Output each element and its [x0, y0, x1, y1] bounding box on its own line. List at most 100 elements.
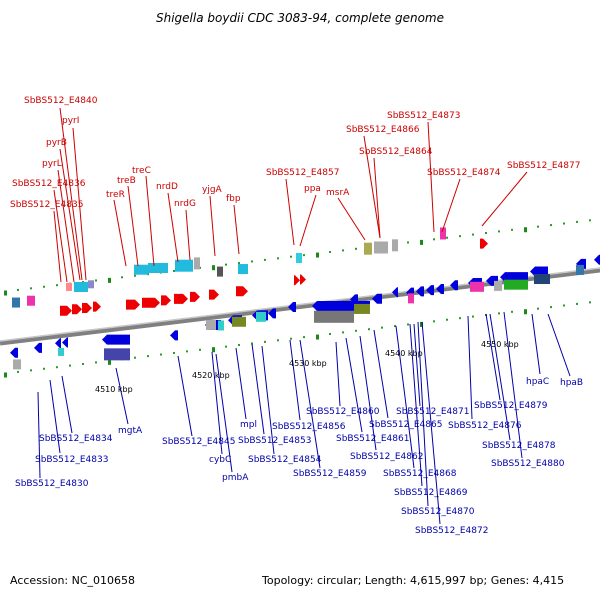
gene-arrow-forward	[174, 293, 188, 304]
gene-label-bottom: SbBS512_E4833	[35, 455, 108, 465]
track-dot	[199, 348, 201, 351]
track-dot	[303, 254, 305, 257]
track-dot	[433, 320, 435, 323]
track-dot	[290, 255, 292, 258]
gene-features	[10, 227, 600, 370]
track-dot	[108, 359, 111, 365]
gene-label-top: SbBS512_E4840	[24, 96, 98, 106]
gene-arrow-reverse	[62, 337, 68, 348]
gene-label-bottom: SbBS512_E4854	[248, 455, 322, 465]
scale-label-4550: 4550 kbp	[481, 340, 519, 349]
track-dot	[420, 321, 423, 327]
gene-arrow-reverse	[594, 254, 600, 265]
track-dot	[355, 247, 357, 250]
gene-arrow-reverse	[102, 334, 130, 345]
leader-line	[363, 135, 381, 239]
leader-line	[503, 311, 523, 459]
gene-box	[576, 264, 584, 275]
gene-box	[175, 259, 193, 272]
gene-arrow-forward	[480, 238, 488, 249]
gene-arrow-forward	[60, 305, 72, 316]
leader-line	[49, 379, 61, 454]
track-dot	[498, 312, 500, 315]
leader-line	[235, 347, 247, 420]
gene-label-bottom: SbBS512_E4862	[350, 452, 423, 462]
gene-label-bottom: SbBS512_E4861	[336, 434, 409, 444]
gene-box	[392, 239, 398, 252]
track-dot	[563, 304, 565, 307]
track-dot	[550, 306, 552, 309]
leader-line	[127, 185, 139, 267]
gene-box	[314, 310, 354, 323]
leader-line	[335, 341, 341, 407]
gene-box	[440, 227, 446, 240]
track-dot	[290, 337, 292, 340]
gene-label-top: treC	[132, 166, 151, 176]
gene-label-bottom: SbBS512_E4869	[394, 488, 468, 498]
track-dot	[355, 329, 357, 332]
gene-label-bottom: hpaC	[526, 377, 549, 387]
gene-box	[534, 274, 550, 285]
gene-arrow-reverse	[34, 342, 42, 353]
leader-line	[57, 169, 75, 283]
gene-label-top: pyrL	[42, 159, 62, 169]
track-dot	[589, 301, 591, 304]
gene-label-top: nrdG	[174, 199, 196, 209]
leader-line	[485, 313, 501, 401]
gene-box	[13, 359, 21, 370]
gene-arrow-reverse	[268, 308, 276, 319]
leader-line	[167, 192, 179, 263]
gene-label-top: SbBS512_E4873	[387, 111, 460, 121]
gene-label-bottom: cybC	[209, 455, 231, 465]
leader-line	[61, 375, 73, 434]
gene-arrow-reverse	[350, 294, 358, 305]
gene-arrow-forward	[209, 289, 219, 300]
gene-box	[194, 257, 200, 270]
track-dot	[511, 310, 513, 313]
track-dot	[251, 342, 253, 345]
gene-arrow-reverse	[55, 338, 61, 349]
track-dot	[43, 367, 45, 370]
gene-arrow-reverse	[10, 347, 18, 358]
track-dot	[563, 222, 565, 225]
track-dot	[212, 265, 215, 271]
track-dot	[511, 228, 513, 231]
track-dot	[407, 241, 409, 244]
track-dot	[147, 355, 149, 358]
track-dot	[225, 263, 227, 266]
gene-box	[148, 262, 168, 273]
track-dot	[134, 274, 136, 277]
leader-line	[53, 189, 68, 283]
gene-label-bottom: SbBS512_E4868	[383, 469, 457, 479]
gene-label-top: pyrB	[46, 138, 67, 148]
leader-line	[72, 127, 87, 281]
gene-box	[470, 281, 484, 292]
leader-line	[481, 171, 528, 227]
leader-line	[421, 321, 441, 525]
gene-box	[88, 280, 94, 289]
leader-line	[145, 175, 155, 267]
leader-line	[113, 199, 127, 267]
track-dot	[329, 332, 331, 335]
leader-line	[345, 337, 363, 433]
leader-line	[37, 391, 41, 479]
track-dots-lower	[4, 301, 591, 378]
gene-label-bottom: SbBS512_E4865	[369, 420, 442, 430]
track-dot	[17, 288, 19, 291]
gene-box	[134, 264, 148, 275]
gene-box	[232, 316, 246, 327]
gene-box	[218, 320, 224, 331]
gene-label-top: nrdD	[156, 182, 178, 192]
gene-label-bottom: SbBS512_E4880	[491, 459, 565, 469]
track-dot	[69, 364, 71, 367]
track-dot	[251, 260, 253, 263]
leader-line	[395, 325, 415, 469]
gene-arrow-forward	[161, 295, 171, 306]
gene-box	[66, 282, 72, 291]
gene-box	[364, 242, 372, 255]
genome-backbone-highlight	[0, 267, 600, 342]
gene-label-bottom: SbBS512_E4830	[15, 479, 89, 489]
track-dot	[342, 249, 344, 252]
track-dot	[134, 356, 136, 359]
gene-box	[217, 266, 223, 277]
